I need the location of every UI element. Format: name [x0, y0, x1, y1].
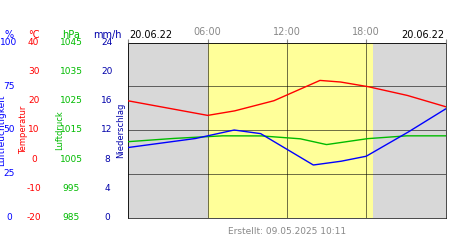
Text: 20: 20 — [101, 67, 113, 76]
Text: °C: °C — [28, 30, 40, 40]
Text: 100: 100 — [0, 38, 18, 47]
Text: 30: 30 — [28, 67, 40, 76]
Text: 0: 0 — [31, 155, 36, 164]
Text: 1025: 1025 — [60, 96, 82, 105]
Text: 4: 4 — [104, 184, 110, 193]
Text: 1035: 1035 — [59, 67, 83, 76]
Text: 0: 0 — [6, 213, 12, 222]
Text: 50: 50 — [3, 126, 15, 134]
Text: 16: 16 — [101, 96, 113, 105]
Text: 20: 20 — [28, 96, 40, 105]
Text: Luftdruck: Luftdruck — [55, 110, 64, 150]
Text: 0: 0 — [104, 213, 110, 222]
Text: 1005: 1005 — [59, 155, 83, 164]
Text: 8: 8 — [104, 155, 110, 164]
Bar — [128, 42, 207, 218]
Text: -10: -10 — [27, 184, 41, 193]
Text: mm/h: mm/h — [93, 30, 122, 40]
Text: hPa: hPa — [62, 30, 80, 40]
Text: 75: 75 — [3, 82, 15, 91]
Text: 24: 24 — [101, 38, 112, 47]
Text: 25: 25 — [3, 169, 15, 178]
Text: Niederschlag: Niederschlag — [116, 102, 125, 158]
Text: %: % — [4, 30, 13, 40]
Text: Luftfeuchtigkeit: Luftfeuchtigkeit — [0, 94, 6, 166]
Text: 40: 40 — [28, 38, 40, 47]
Text: 985: 985 — [63, 213, 80, 222]
Text: -20: -20 — [27, 213, 41, 222]
Bar — [207, 42, 373, 218]
Text: 10: 10 — [28, 126, 40, 134]
Text: Erstellt: 09.05.2025 10:11: Erstellt: 09.05.2025 10:11 — [228, 228, 346, 236]
Text: Temperatur: Temperatur — [19, 106, 28, 154]
Text: 20.06.22: 20.06.22 — [401, 30, 444, 40]
Text: 12: 12 — [101, 126, 113, 134]
Text: 20.06.22: 20.06.22 — [130, 30, 173, 40]
Text: 995: 995 — [63, 184, 80, 193]
Text: 1045: 1045 — [60, 38, 82, 47]
Text: 1015: 1015 — [59, 126, 83, 134]
Bar — [373, 42, 446, 218]
